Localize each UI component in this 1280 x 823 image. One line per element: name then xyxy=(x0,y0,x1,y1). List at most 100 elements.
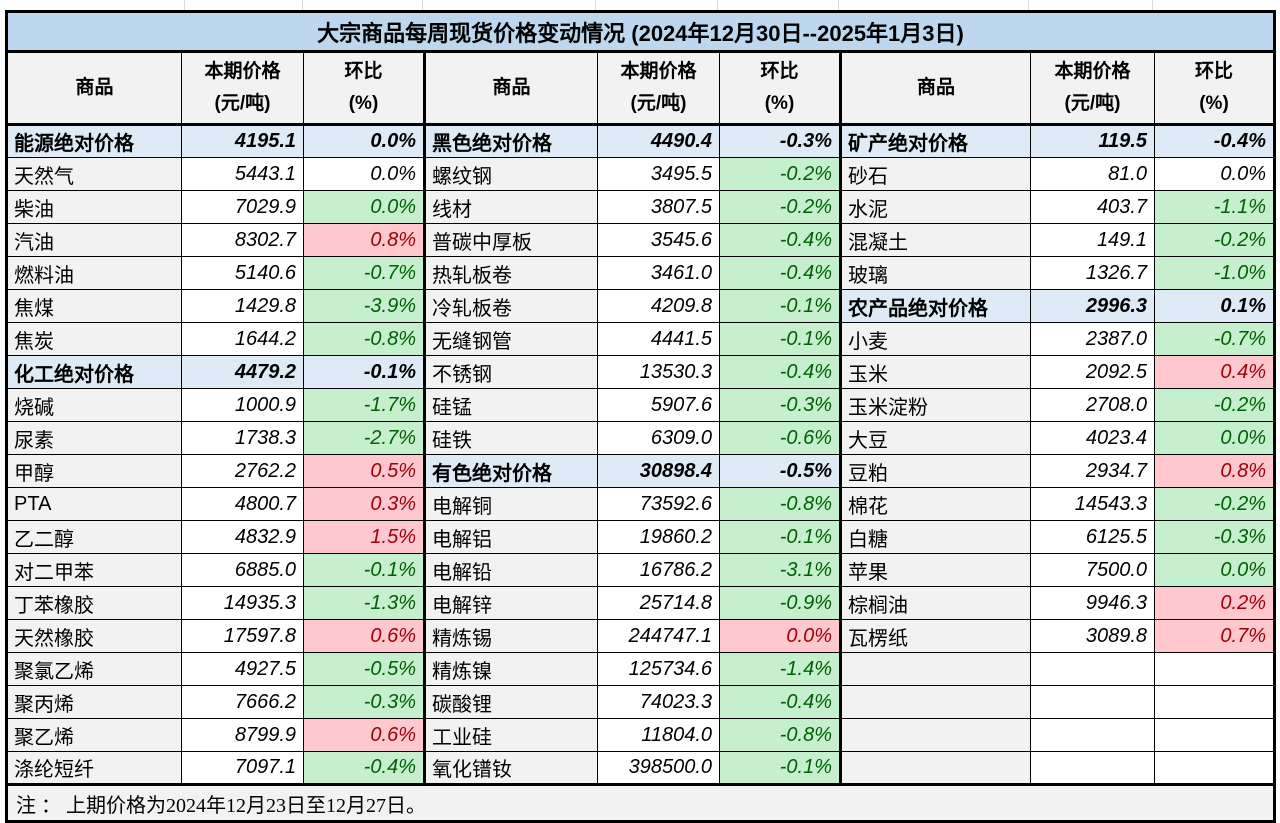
price-cell: 19860.2 xyxy=(597,520,720,554)
price-cell: 73592.6 xyxy=(597,487,720,521)
table-row: 甲醇 2762.2 0.5% 有色绝对价格 30898.4 -0.5% 豆粕 2934.7 0.… xyxy=(5,454,1276,488)
header-price-line2: (元/吨) xyxy=(214,93,271,114)
gridline xyxy=(1152,0,1153,10)
commodity-name-cell: 线材 xyxy=(424,190,598,224)
pct-change-cell: -0.6% xyxy=(719,421,842,455)
commodity-name-cell: 涤纶短纤 xyxy=(5,751,182,786)
header-pct-line2: (%) xyxy=(1199,93,1229,114)
pct-change-cell: 0.2% xyxy=(1154,586,1276,620)
pct-change-cell: -0.4% xyxy=(719,355,842,389)
commodity-name-cell: 天然气 xyxy=(5,157,182,191)
table-row: 汽油 8302.7 0.8% 普碳中厚板 3545.6 -0.4% 混凝土 149.1 -0.2… xyxy=(5,223,1276,257)
price-cell: 3089.8 xyxy=(1030,619,1155,653)
price-cell: 3807.5 xyxy=(597,190,720,224)
pct-change-cell: -2.7% xyxy=(303,421,426,455)
table-row: 乙二醇 4832.9 1.5% 电解铝 19860.2 -0.1% 白糖 6125.5 -0.3… xyxy=(5,520,1276,554)
commodity-name-cell: 玉米 xyxy=(840,355,1031,389)
price-cell: 5443.1 xyxy=(181,157,304,191)
header-price: 本期价格 (元/吨) xyxy=(181,51,304,126)
commodity-name-cell: 无缝钢管 xyxy=(424,322,598,356)
commodity-name-cell: 玉米淀粉 xyxy=(840,388,1031,422)
pct-change-cell: -0.7% xyxy=(303,256,426,290)
table-row: 焦煤 1429.8 -3.9% 冷轧板卷 4209.8 -0.1% 农产品绝对价格 2996.… xyxy=(5,289,1276,323)
price-cell: 4800.7 xyxy=(181,487,304,521)
table-row: 聚丙烯 7666.2 -0.3% 碳酸锂 74023.3 -0.4% xyxy=(5,685,1276,719)
pct-change-cell: -0.8% xyxy=(719,718,842,752)
price-cell: 6885.0 xyxy=(181,553,304,587)
category-name-cell: 黑色绝对价格 xyxy=(424,124,598,158)
price-cell: 14935.3 xyxy=(181,586,304,620)
pct-change-cell: 0.6% xyxy=(303,619,426,653)
commodity-name-cell: 棉花 xyxy=(840,487,1031,521)
price-cell: 25714.8 xyxy=(597,586,720,620)
commodity-price-table: 大宗商品每周现货价格变动情况 (2024年12月30日--2025年1月3日) … xyxy=(5,10,1276,823)
commodity-name-cell: 硅铁 xyxy=(424,421,598,455)
price-cell: 30898.4 xyxy=(597,454,720,488)
price-cell xyxy=(1030,751,1155,786)
price-cell: 1429.8 xyxy=(181,289,304,323)
price-cell: 1326.7 xyxy=(1030,256,1155,290)
commodity-name-cell: 热轧板卷 xyxy=(424,256,598,290)
header-pct-line1: 环比 xyxy=(344,60,383,82)
table-row: 丁苯橡胶 14935.3 -1.3% 电解锌 25714.8 -0.9% 棕榈油 9946.3… xyxy=(5,586,1276,620)
header-price-line1: 本期价格 xyxy=(1054,60,1131,82)
header-commodity: 商品 xyxy=(5,51,182,126)
price-cell: 4441.5 xyxy=(597,322,720,356)
pct-change-cell: 0.0% xyxy=(1154,421,1276,455)
category-name-cell: 化工绝对价格 xyxy=(5,355,182,389)
table-row: 对二甲苯 6885.0 -0.1% 电解铅 16786.2 -3.1% 苹果 7500.0 0.… xyxy=(5,553,1276,587)
price-cell: 1738.3 xyxy=(181,421,304,455)
pct-change-cell: -0.1% xyxy=(719,520,842,554)
gridline xyxy=(422,0,423,10)
header-price-line1: 本期价格 xyxy=(620,60,697,82)
header-pct-line1: 环比 xyxy=(1194,60,1233,82)
price-cell: 3495.5 xyxy=(597,157,720,191)
pct-change-cell: -0.8% xyxy=(719,487,842,521)
header-pct: 环比 (%) xyxy=(1154,51,1276,126)
commodity-name-cell: 乙二醇 xyxy=(5,520,182,554)
commodity-name-cell: 燃料油 xyxy=(5,256,182,290)
price-cell: 4479.2 xyxy=(181,355,304,389)
category-name-cell: 有色绝对价格 xyxy=(424,454,598,488)
pct-change-cell: -0.3% xyxy=(719,388,842,422)
table-row: 能源绝对价格 4195.1 0.0% 黑色绝对价格 4490.4 -0.3% 矿产绝对价格 1… xyxy=(5,124,1276,158)
pct-change-cell: -0.2% xyxy=(719,190,842,224)
commodity-name-cell: 冷轧板卷 xyxy=(424,289,598,323)
pct-change-cell: -0.1% xyxy=(719,322,842,356)
price-cell: 4023.4 xyxy=(1030,421,1155,455)
commodity-name-cell: 碳酸锂 xyxy=(424,685,598,719)
commodity-name-cell xyxy=(840,685,1031,719)
price-cell: 17597.8 xyxy=(181,619,304,653)
price-cell: 9946.3 xyxy=(1030,586,1155,620)
table-row: 聚氯乙烯 4927.5 -0.5% 精炼镍 125734.6 -1.4% xyxy=(5,652,1276,686)
pct-change-cell: 0.1% xyxy=(1154,289,1276,323)
price-cell: 13530.3 xyxy=(597,355,720,389)
header-commodity: 商品 xyxy=(424,51,598,126)
pct-change-cell: -0.4% xyxy=(303,751,426,786)
price-cell: 2092.5 xyxy=(1030,355,1155,389)
commodity-name-cell: 瓦楞纸 xyxy=(840,619,1031,653)
pct-change-cell: 0.6% xyxy=(303,718,426,752)
table-row: 烧碱 1000.9 -1.7% 硅锰 5907.6 -0.3% 玉米淀粉 2708.0 -0.2… xyxy=(5,388,1276,422)
commodity-name-cell: 柴油 xyxy=(5,190,182,224)
price-cell: 6309.0 xyxy=(597,421,720,455)
pct-change-cell: -1.3% xyxy=(303,586,426,620)
commodity-name-cell: 精炼镍 xyxy=(424,652,598,686)
table-row: 焦炭 1644.2 -0.8% 无缝钢管 4441.5 -0.1% 小麦 2387.0 -0.7… xyxy=(5,322,1276,356)
price-cell: 1000.9 xyxy=(181,388,304,422)
commodity-name-cell: 天然橡胶 xyxy=(5,619,182,653)
price-cell: 6125.5 xyxy=(1030,520,1155,554)
commodity-name-cell: 聚氯乙烯 xyxy=(5,652,182,686)
commodity-name-cell: 玻璃 xyxy=(840,256,1031,290)
pct-change-cell: -0.2% xyxy=(1154,388,1276,422)
pct-change-cell: 0.0% xyxy=(1154,157,1276,191)
gridline xyxy=(302,0,303,10)
header-price: 本期价格 (元/吨) xyxy=(597,51,720,126)
price-cell: 244747.1 xyxy=(597,619,720,653)
pct-change-cell: 0.8% xyxy=(303,223,426,257)
commodity-name-cell: 小麦 xyxy=(840,322,1031,356)
pct-change-cell: -0.4% xyxy=(719,685,842,719)
pct-change-cell: -0.2% xyxy=(1154,487,1276,521)
header-price-line1: 本期价格 xyxy=(204,60,281,82)
table-row: 天然橡胶 17597.8 0.6% 精炼锡 244747.1 0.0% 瓦楞纸 3089.8 0… xyxy=(5,619,1276,653)
